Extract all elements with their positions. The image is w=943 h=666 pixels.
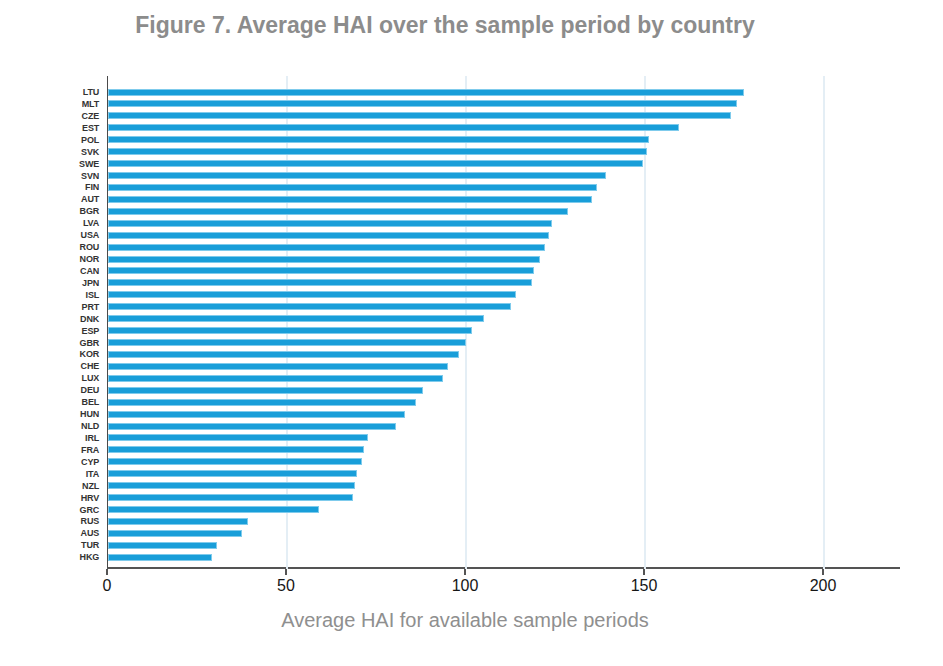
category-label-SWE: SWE <box>0 159 99 169</box>
category-label-POL: POL <box>0 135 99 145</box>
category-label-AUT: AUT <box>0 194 99 204</box>
x-ticklabel-200: 200 <box>791 577 855 595</box>
category-label-FRA: FRA <box>0 445 99 455</box>
category-label-KOR: KOR <box>0 349 99 359</box>
category-label-BGR: BGR <box>0 206 99 216</box>
category-label-CYP: CYP <box>0 457 99 467</box>
bar-GBR <box>108 339 466 346</box>
bar-GRC <box>108 506 319 513</box>
category-label-EST: EST <box>0 123 99 133</box>
plot-area <box>107 76 900 569</box>
category-label-AUS: AUS <box>0 528 99 538</box>
category-label-ESP: ESP <box>0 326 99 336</box>
bar-ITA <box>108 470 357 477</box>
x-axis: 050100150200 <box>107 569 900 609</box>
category-label-FIN: FIN <box>0 182 99 192</box>
bar-AUT <box>108 196 592 203</box>
bar-ROU <box>108 244 545 251</box>
bar-HRV <box>108 494 353 501</box>
x-tickmark-0 <box>106 569 108 575</box>
bar-DEU <box>108 387 423 394</box>
x-ticklabel-50: 50 <box>254 577 318 595</box>
x-tickmark-200 <box>822 569 824 575</box>
category-label-LUX: LUX <box>0 373 99 383</box>
category-label-DNK: DNK <box>0 314 99 324</box>
bar-CZE <box>108 112 731 119</box>
bar-SVN <box>108 172 606 179</box>
category-label-PRT: PRT <box>0 302 99 312</box>
category-label-RUS: RUS <box>0 516 99 526</box>
bar-FIN <box>108 184 597 191</box>
bar-PRT <box>108 303 511 310</box>
bar-MLT <box>108 100 737 107</box>
category-label-JPN: JPN <box>0 278 99 288</box>
bar-USA <box>108 232 549 239</box>
x-tickmark-50 <box>285 569 287 575</box>
bar-EST <box>108 124 679 131</box>
category-label-TUR: TUR <box>0 540 99 550</box>
bar-KOR <box>108 351 459 358</box>
x-ticklabel-150: 150 <box>612 577 676 595</box>
bar-NLD <box>108 423 396 430</box>
category-label-HUN: HUN <box>0 409 99 419</box>
category-label-CAN: CAN <box>0 266 99 276</box>
bar-SWE <box>108 160 643 167</box>
category-label-GBR: GBR <box>0 338 99 348</box>
gridline-200 <box>823 76 825 569</box>
chart-title: Figure 7. Average HAI over the sample pe… <box>0 12 890 39</box>
bar-NZL <box>108 482 355 489</box>
bar-BGR <box>108 208 568 215</box>
bar-FRA <box>108 446 364 453</box>
category-label-ROU: ROU <box>0 242 99 252</box>
category-label-NZL: NZL <box>0 481 99 491</box>
category-label-MLT: MLT <box>0 99 99 109</box>
bar-DNK <box>108 315 484 322</box>
category-label-LVA: LVA <box>0 218 99 228</box>
bar-IRL <box>108 434 368 441</box>
bar-ISL <box>108 291 516 298</box>
category-label-HRV: HRV <box>0 493 99 503</box>
bar-LTU <box>108 89 744 96</box>
bar-BEL <box>108 399 416 406</box>
x-axis-title: Average HAI for available sample periods <box>107 609 823 632</box>
category-label-CHE: CHE <box>0 361 99 371</box>
bar-CYP <box>108 458 362 465</box>
category-label-LTU: LTU <box>0 87 99 97</box>
bar-POL <box>108 136 649 143</box>
category-label-CZE: CZE <box>0 111 99 121</box>
category-label-SVK: SVK <box>0 147 99 157</box>
category-label-DEU: DEU <box>0 385 99 395</box>
category-label-USA: USA <box>0 230 99 240</box>
category-label-HKG: HKG <box>0 552 99 562</box>
bar-JPN <box>108 279 532 286</box>
bar-RUS <box>108 518 248 525</box>
category-label-IRL: IRL <box>0 433 99 443</box>
x-tickmark-100 <box>464 569 466 575</box>
bar-HUN <box>108 411 405 418</box>
figure-container: Figure 7. Average HAI over the sample pe… <box>0 0 943 666</box>
bar-ESP <box>108 327 472 334</box>
y-axis-labels: LTU MLT CZE EST POL SVK SWE SVNFIN AUT BGR LVA USA R… <box>0 76 103 569</box>
category-label-GRC: GRC <box>0 505 99 515</box>
category-label-ITA: ITA <box>0 469 99 479</box>
bar-SVK <box>108 148 647 155</box>
category-label-SVN: SVN <box>0 171 99 181</box>
x-ticklabel-0: 0 <box>75 577 139 595</box>
bar-CAN <box>108 267 534 274</box>
category-label-BEL: BEL <box>0 397 99 407</box>
category-label-NOR: NOR <box>0 254 99 264</box>
category-label-ISL: ISL <box>0 290 99 300</box>
bar-TUR <box>108 542 217 549</box>
bar-LUX <box>108 375 443 382</box>
bar-AUS <box>108 530 242 537</box>
x-ticklabel-100: 100 <box>433 577 497 595</box>
category-label-NLD: NLD <box>0 421 99 431</box>
x-tickmark-150 <box>643 569 645 575</box>
bar-CHE <box>108 363 448 370</box>
bar-HKG <box>108 554 212 561</box>
bar-LVA <box>108 220 552 227</box>
bar-NOR <box>108 256 540 263</box>
